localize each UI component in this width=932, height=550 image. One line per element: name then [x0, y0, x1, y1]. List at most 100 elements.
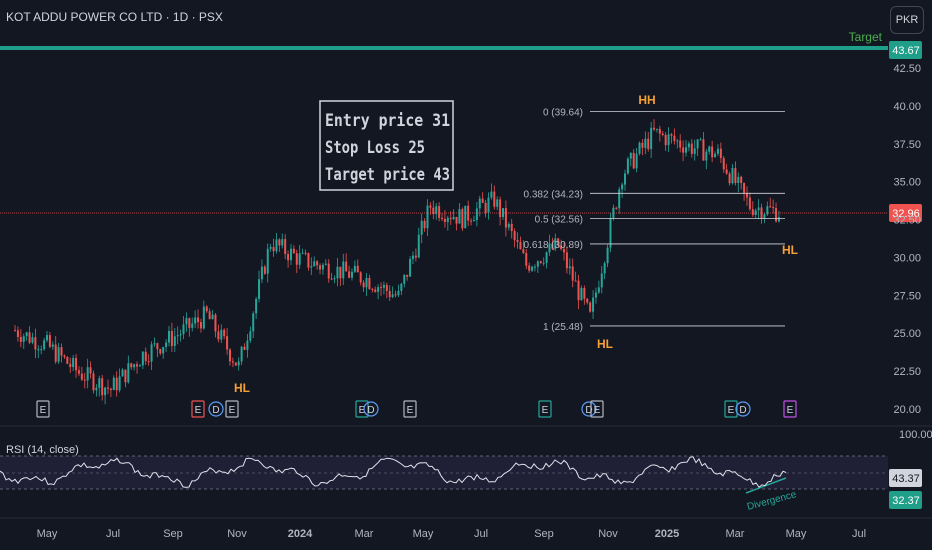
candle [278, 238, 281, 252]
candle [336, 258, 339, 287]
candle [289, 243, 292, 265]
candle [316, 259, 319, 270]
candle [330, 272, 333, 281]
candle [432, 200, 435, 220]
candle [188, 317, 191, 337]
candle [333, 275, 336, 284]
candle [133, 363, 136, 371]
y-tick-label: 30.00 [893, 252, 921, 264]
entry-price-text: Entry price 31 [325, 111, 450, 131]
earnings-marker[interactable]: E [36, 400, 50, 418]
earnings-marker[interactable]: E [783, 400, 797, 418]
candle [536, 260, 539, 273]
earnings-marker[interactable]: E [403, 400, 417, 418]
candle [324, 259, 327, 266]
earnings-marker[interactable]: E [590, 400, 604, 418]
candle [580, 285, 583, 301]
earnings-marker[interactable]: E [225, 400, 239, 418]
candle [687, 141, 690, 152]
candle [629, 152, 632, 167]
fib-level-label: 1 (25.48) [543, 322, 583, 333]
candle [345, 253, 348, 272]
candle [475, 202, 478, 227]
earnings-marker[interactable]: E [355, 400, 369, 418]
candle [612, 204, 615, 221]
candle [725, 163, 728, 175]
candle [165, 339, 168, 352]
candle [641, 139, 644, 156]
dividend-marker[interactable]: D [735, 401, 751, 417]
candle [539, 260, 542, 265]
candle [647, 132, 650, 152]
candle [499, 196, 502, 226]
svg-text:E: E [407, 405, 414, 416]
candle [621, 182, 624, 198]
earnings-marker[interactable]: E [724, 400, 738, 418]
candle [83, 372, 86, 389]
candle [531, 265, 534, 273]
candle [365, 273, 368, 296]
dividend-marker[interactable]: D [581, 401, 597, 417]
y-tick-label: 37.50 [893, 139, 921, 151]
candle [208, 308, 211, 320]
candle [214, 312, 217, 338]
candle [702, 132, 705, 161]
candle [258, 270, 261, 303]
candle [481, 192, 484, 204]
candle [269, 243, 272, 252]
candle [510, 218, 513, 239]
x-tick-label: Sep [534, 528, 554, 540]
x-tick-label: Mar [355, 528, 374, 540]
svg-text:E: E [229, 405, 236, 416]
svg-text:D: D [367, 405, 374, 416]
candle [743, 182, 746, 201]
earnings-marker[interactable]: E [191, 400, 205, 418]
candle [446, 215, 449, 231]
candle [478, 195, 481, 217]
candle [455, 216, 458, 231]
earnings-marker[interactable]: E [538, 400, 552, 418]
candle [490, 183, 493, 200]
candle [670, 133, 673, 144]
candle [597, 280, 600, 294]
candle [162, 346, 165, 359]
y-tick-label: 27.50 [893, 290, 921, 302]
candle [170, 322, 173, 352]
candle [568, 258, 571, 275]
candle [173, 328, 176, 353]
candle [763, 212, 766, 224]
candle [34, 328, 37, 359]
currency-button[interactable]: PKR [890, 6, 924, 34]
candle [406, 274, 409, 281]
candle [263, 264, 266, 275]
trade-plan-box: Entry price 31 Stop Loss 25 Target price… [319, 100, 454, 191]
candle [260, 259, 263, 284]
y-tick-label: 25.00 [893, 328, 921, 340]
candle [470, 218, 473, 226]
candle [220, 324, 223, 344]
candle [115, 371, 118, 397]
candle [711, 140, 714, 163]
y-tick-label: 32.50 [893, 215, 921, 227]
candle [777, 210, 780, 223]
candle [287, 250, 290, 268]
candle [57, 342, 60, 364]
candle [655, 128, 658, 133]
candle [589, 301, 592, 313]
svg-text:E: E [40, 405, 47, 416]
dividend-marker[interactable]: D [208, 401, 224, 417]
candle [461, 207, 464, 231]
candle [679, 134, 682, 153]
candle [757, 199, 760, 220]
dividend-marker[interactable]: D [363, 401, 379, 417]
candle [583, 285, 586, 305]
candle [722, 155, 725, 173]
candle [46, 330, 48, 343]
y-tick-label: 22.50 [893, 366, 921, 378]
candle [563, 242, 566, 261]
last-price-box [889, 204, 922, 222]
candle [223, 328, 226, 340]
candle [737, 172, 740, 192]
candle [632, 149, 635, 170]
